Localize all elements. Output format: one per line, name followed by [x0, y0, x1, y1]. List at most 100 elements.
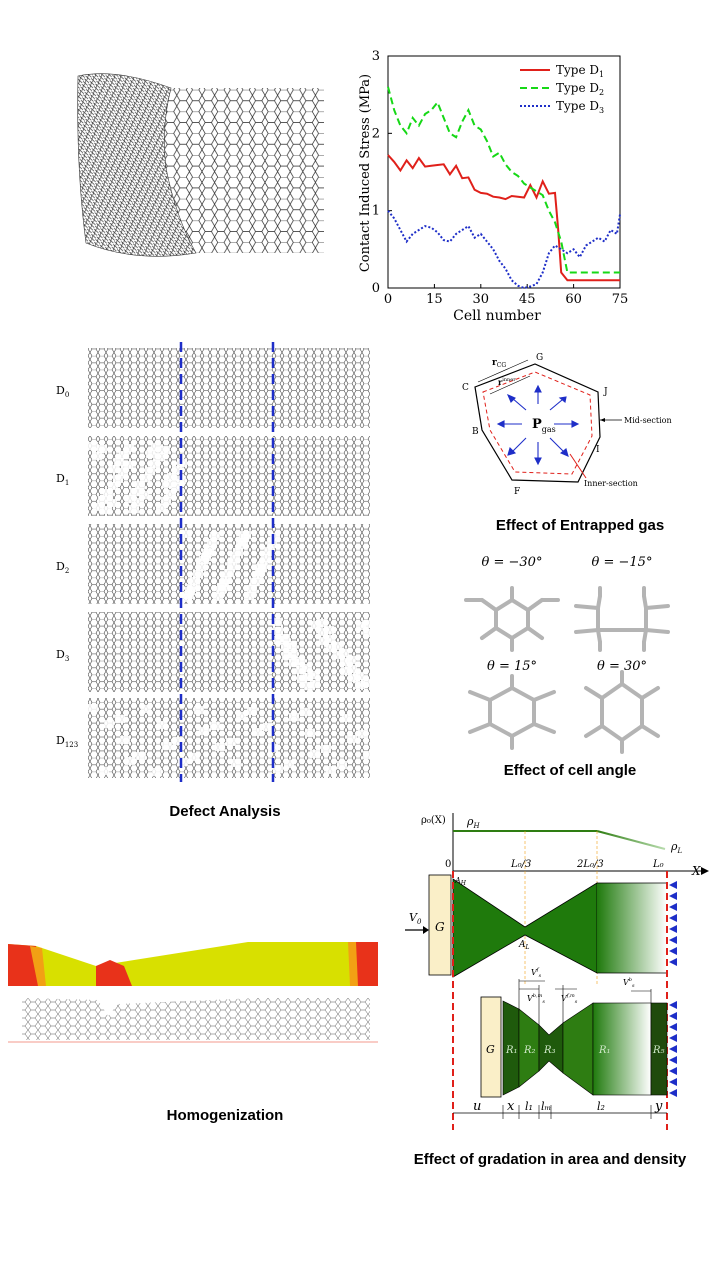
- defect-spot: [160, 446, 170, 454]
- dim-l1-label: l₁: [525, 1100, 533, 1113]
- defect-spot: [273, 627, 283, 635]
- chart-ytick: 3: [372, 49, 380, 64]
- gas-inner-section-label: Inner-section: [584, 479, 638, 488]
- defect-spot: [341, 667, 351, 675]
- defect-spot: [363, 629, 373, 637]
- area-h-label: AH: [454, 876, 467, 887]
- defect-spot: [136, 752, 146, 760]
- caption-defect-analysis: Defect Analysis: [169, 803, 281, 820]
- region-mass-g-label: G: [486, 1043, 495, 1056]
- defect-spot: [210, 532, 220, 540]
- defect-spot: [210, 722, 220, 730]
- defect-spot: [124, 444, 134, 452]
- cell-shape-neg30: [464, 586, 560, 652]
- cell-angle-figure: θ = −30° θ = −15° θ = 15° θ = 30°: [464, 555, 670, 754]
- defect-spot: [346, 656, 356, 664]
- defect-spot: [97, 445, 107, 453]
- defect-spot: [120, 736, 130, 744]
- defect-spot: [296, 666, 306, 674]
- defect-spot: [161, 497, 171, 505]
- defect-spot: [102, 506, 112, 514]
- entrapped-gas-diagram: Pgas C G J B I F rCG rinner Mid-section …: [462, 353, 672, 497]
- defect-spot: [264, 547, 274, 555]
- defect-spot: [321, 745, 331, 753]
- fixed-support-icon: [669, 1012, 677, 1020]
- defect-spot: [297, 675, 307, 683]
- chart-xtick: 30: [473, 292, 490, 307]
- defect-spot: [213, 593, 223, 601]
- chart-series-2: [387, 86, 620, 274]
- defect-spot: [162, 480, 172, 488]
- defect-spot: [362, 620, 372, 628]
- defect-spot: [162, 742, 172, 750]
- defect-spot: [326, 644, 336, 652]
- defect-spot: [273, 765, 283, 773]
- x-axis-label: X: [691, 864, 701, 878]
- fixed-support-icon: [669, 958, 677, 966]
- defect-spot: [288, 650, 298, 658]
- fixed-support-icon: [669, 1078, 677, 1086]
- caption-cell-angle: Effect of cell angle: [503, 762, 637, 779]
- defect-spot: [311, 621, 321, 629]
- defect-spot: [88, 704, 98, 712]
- caption-gradation: Effect of gradation in area and density: [413, 1151, 687, 1168]
- defect-spot: [363, 751, 373, 759]
- defect-spot: [342, 714, 352, 722]
- defect-spot: [325, 635, 335, 643]
- defect-spot: [252, 728, 262, 736]
- defect-spot: [108, 482, 118, 490]
- defect-spot: [270, 533, 280, 541]
- defect-spot: [199, 556, 209, 564]
- fixed-support-icon: [669, 1089, 677, 1097]
- defect-spot: [182, 594, 192, 602]
- fixed-support-icon: [669, 881, 677, 889]
- fixed-support-icon: [669, 1034, 677, 1042]
- defect-spot: [295, 657, 305, 665]
- defect-spot: [332, 642, 342, 650]
- defect-spot: [355, 681, 365, 689]
- defect-spot: [361, 679, 371, 687]
- defect-spot: [123, 461, 133, 469]
- defect-spot: [185, 587, 195, 595]
- defect-spot: [231, 759, 241, 767]
- defect-spot: [151, 443, 161, 451]
- region-r1-label: R₁: [505, 1045, 518, 1056]
- caption-entrapped-gas: Effect of Entrapped gas: [495, 517, 665, 534]
- legend-entry: Type D1: [556, 63, 604, 79]
- defect-spot: [281, 643, 291, 651]
- chart-series-3: [387, 210, 621, 290]
- vs-fm-label: Vf,ms: [561, 993, 578, 1005]
- caption-homogenization: Homogenization: [166, 1107, 284, 1124]
- defect-spot: [303, 673, 313, 681]
- chart-xtick: 60: [565, 292, 582, 307]
- chart-series-1: [387, 154, 620, 282]
- rho-l-label: ρL: [670, 840, 682, 855]
- gas-mid-section-label: Mid-section: [624, 416, 672, 425]
- dim-y-label: y: [654, 1099, 663, 1114]
- fixed-support-icon: [669, 1056, 677, 1064]
- defect-spot: [172, 466, 182, 474]
- rho-axis-label: ρ₀(X): [421, 815, 446, 826]
- defect-spot: [333, 651, 343, 659]
- defect-label-1: D1: [56, 472, 69, 487]
- defect-spot: [135, 481, 145, 489]
- defect-spot: [114, 458, 124, 466]
- area-l-label: AL: [518, 940, 530, 951]
- defect-spot: [305, 729, 315, 737]
- fixed-support-icon: [669, 1023, 677, 1031]
- defect-label-4: D123: [56, 734, 78, 749]
- chart-xlabel: Cell number: [453, 308, 541, 324]
- defect-spot: [156, 504, 166, 512]
- gas-vertex-b: B: [472, 427, 479, 437]
- defect-spot: [263, 723, 273, 731]
- chart-ylabel: Contact Induced Stress (MPa): [358, 74, 373, 272]
- defect-spot: [358, 730, 368, 738]
- defect-spot: [300, 708, 310, 716]
- defect-spot: [236, 541, 246, 549]
- defect-spot: [103, 489, 113, 497]
- gas-vertex-i: I: [596, 445, 600, 455]
- gas-vertex-f: F: [514, 487, 520, 497]
- defect-spot: [194, 706, 204, 714]
- defect-spot: [88, 442, 98, 450]
- defect-spot: [239, 534, 249, 542]
